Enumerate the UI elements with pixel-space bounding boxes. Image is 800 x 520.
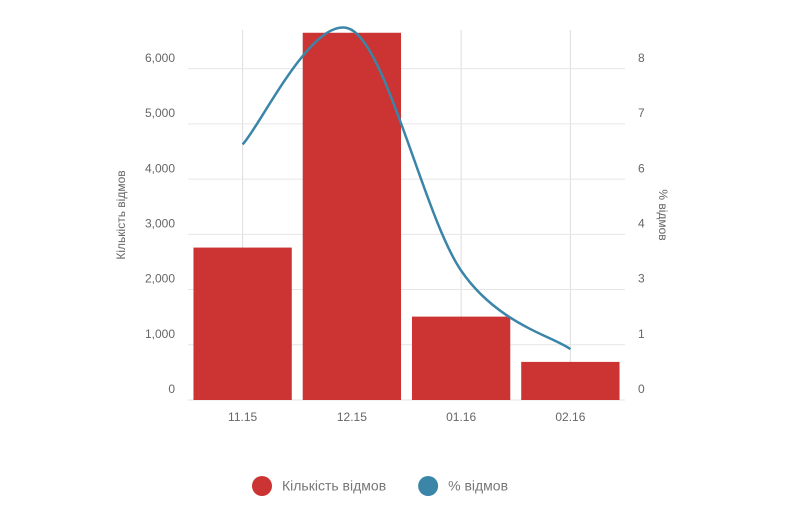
y2-tick-label: 6	[638, 161, 645, 175]
y2-axis-title: % відмов	[656, 189, 670, 240]
y-tick-label: 6,000	[145, 51, 175, 65]
bar	[193, 247, 292, 400]
y2-tick-label: 8	[638, 51, 645, 65]
legend-marker	[418, 476, 439, 496]
bar	[411, 316, 511, 400]
y-tick-label: 0	[168, 382, 175, 396]
bar	[302, 32, 402, 400]
y2-tick-label: 0	[638, 382, 645, 396]
y-tick-label: 4,000	[145, 161, 175, 175]
line	[241, 26, 572, 351]
y2-tick-label: 4	[638, 217, 645, 231]
y-tick-label: 2,000	[145, 272, 175, 286]
legend-text: % відмов	[448, 478, 508, 494]
y2-tick-label: 1	[638, 327, 645, 341]
x-tick-label: 11.15	[228, 410, 257, 424]
bar	[521, 361, 620, 400]
y-tick-label: 1,000	[145, 327, 175, 341]
x-tick-label: 12.15	[337, 410, 367, 424]
y-axis-title: Кількість відмов	[114, 170, 128, 259]
y2-tick-label: 3	[638, 272, 645, 286]
legend-marker	[252, 476, 272, 496]
x-tick-label: 02.16	[555, 410, 585, 424]
y2-tick-label: 7	[638, 106, 645, 120]
y-tick-label: 3,000	[145, 217, 175, 231]
x-tick-label: 01.16	[446, 410, 476, 424]
legend-text: Кількість відмов	[282, 478, 386, 494]
y-tick-label: 5,000	[145, 106, 175, 120]
